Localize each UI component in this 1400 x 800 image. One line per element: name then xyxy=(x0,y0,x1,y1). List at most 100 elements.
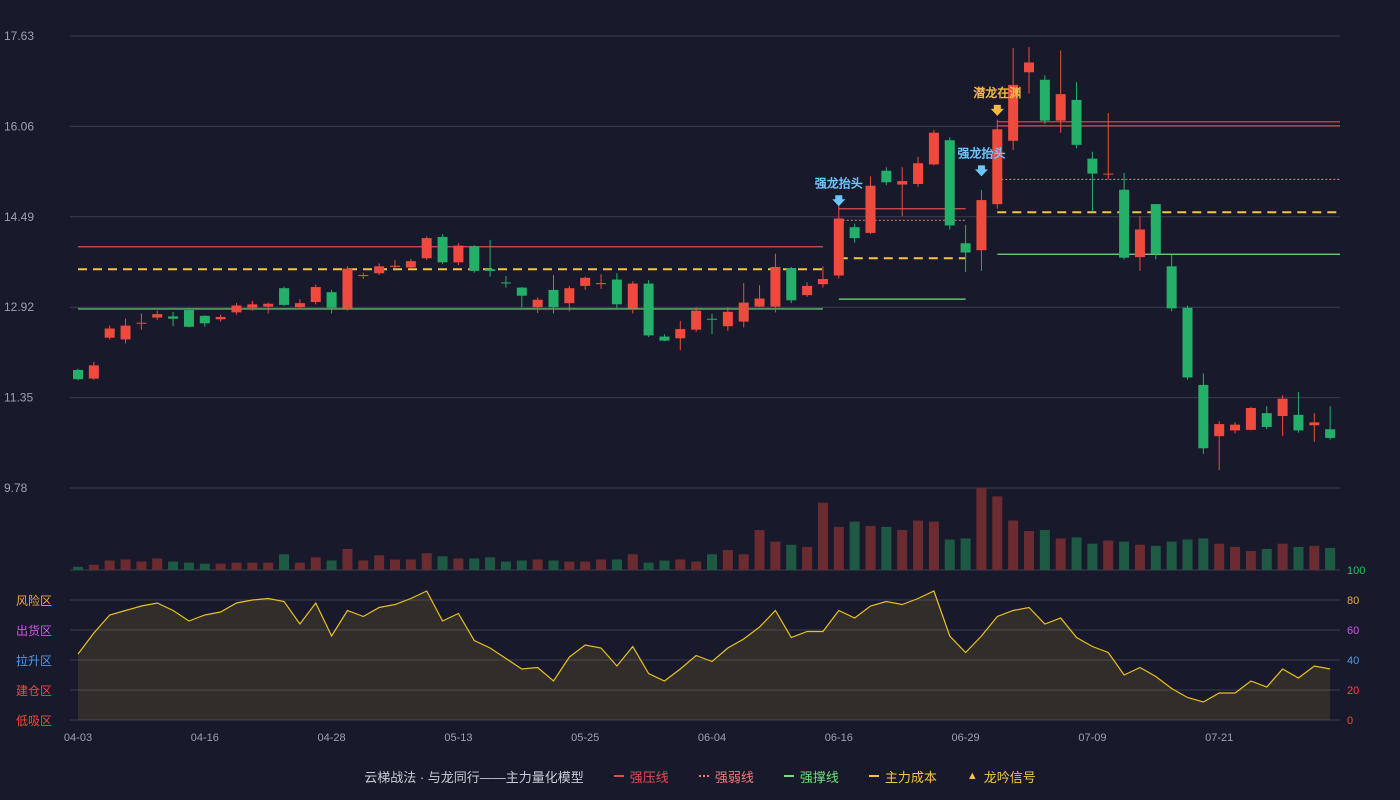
volume-bar xyxy=(390,559,400,570)
legend-item-weak[interactable]: 强弱线 xyxy=(698,767,754,786)
candle-body xyxy=(611,279,622,305)
candle-body xyxy=(326,292,337,308)
price-tick-label: 14.49 xyxy=(4,210,34,224)
candle-body xyxy=(738,302,749,322)
osc-zone-label: 风险区 xyxy=(16,593,52,608)
osc-zone-label: 建仓区 xyxy=(16,684,52,698)
volume-bar xyxy=(738,554,749,570)
candle-body xyxy=(1309,422,1320,426)
volume-bar xyxy=(152,558,163,570)
osc-tick-label: 60 xyxy=(1347,625,1359,637)
volume-bar xyxy=(231,562,242,570)
candle-body xyxy=(707,318,717,320)
candle-body xyxy=(691,310,702,330)
volume-bar xyxy=(532,559,543,570)
candle-body xyxy=(1293,414,1304,431)
candle-body xyxy=(136,322,147,324)
candle-body xyxy=(1119,189,1130,258)
volume-bar xyxy=(1182,539,1193,570)
legend-item-support[interactable]: 强撑线 xyxy=(783,767,839,786)
candle-body xyxy=(1198,384,1209,449)
volume-bar xyxy=(1325,547,1336,570)
candle-body xyxy=(770,266,781,307)
candle-body xyxy=(405,261,416,268)
candle-body xyxy=(1277,398,1288,417)
date-tick-label: 04-28 xyxy=(318,732,346,744)
volume-bar xyxy=(358,560,369,570)
candle-body xyxy=(976,200,987,251)
candle-body xyxy=(928,132,939,165)
candle-body xyxy=(754,298,765,307)
candle-body xyxy=(1150,204,1161,254)
candle-body xyxy=(247,304,258,308)
candle-body xyxy=(390,265,400,267)
volume-bar xyxy=(1134,544,1145,570)
signal-label: 强龙抬头 xyxy=(957,145,1005,160)
candle-body xyxy=(1245,407,1256,430)
volume-bar xyxy=(913,520,924,570)
triangle-icon: ▲ xyxy=(966,770,978,782)
volume-bar xyxy=(215,563,226,570)
candle-body xyxy=(722,311,733,327)
candle-body xyxy=(1024,62,1034,73)
resist-line-icon xyxy=(613,775,624,777)
candle-body xyxy=(580,277,591,286)
price-tick-label: 16.06 xyxy=(4,119,34,133)
volume-bar xyxy=(183,562,194,570)
candle-body xyxy=(1039,79,1050,121)
volume-bar xyxy=(516,560,527,570)
volume-bar xyxy=(611,559,622,570)
volume-bar xyxy=(469,558,480,570)
candle-body xyxy=(913,163,924,184)
volume-bar xyxy=(437,556,448,570)
candle-body xyxy=(1166,266,1177,309)
volume-bar xyxy=(199,563,210,570)
volume-bar xyxy=(1230,546,1241,570)
legend-item-cost[interactable]: 主力成本 xyxy=(868,767,937,786)
date-tick-label: 05-25 xyxy=(571,732,599,744)
volume-bar xyxy=(1245,551,1256,570)
volume-bar xyxy=(136,561,147,570)
volume-bar xyxy=(1309,545,1320,570)
volume-bar xyxy=(279,554,290,570)
candle-body xyxy=(88,365,99,379)
volume-bar xyxy=(73,566,83,570)
volume-bar xyxy=(897,530,908,570)
candle-body xyxy=(1214,424,1225,437)
volume-bar xyxy=(247,562,258,570)
candle-body xyxy=(817,278,828,285)
osc-tick-label: 100 xyxy=(1347,565,1365,577)
volume-bar xyxy=(707,554,717,570)
volume-bar xyxy=(865,525,876,570)
candle-body xyxy=(944,140,955,226)
candle-body xyxy=(199,315,210,324)
volume-bar xyxy=(374,555,385,570)
volume-bar xyxy=(659,560,670,570)
candle-body xyxy=(786,268,797,301)
candle-body xyxy=(263,303,274,307)
volume-bar xyxy=(453,558,464,570)
signal-label: 潜龙在渊 xyxy=(973,85,1021,100)
candle-body xyxy=(627,283,638,309)
volume-bar xyxy=(421,553,432,570)
date-tick-label: 05-13 xyxy=(444,732,472,744)
legend-item-signal[interactable]: ▲ 龙吟信号 xyxy=(966,769,1036,785)
volume-bar xyxy=(1087,543,1098,570)
osc-zone-label: 低吸区 xyxy=(16,714,52,728)
volume-bar xyxy=(405,559,416,570)
candle-body xyxy=(310,287,321,303)
volume-bar xyxy=(326,560,337,570)
volume-bar xyxy=(1119,541,1130,570)
candle-body xyxy=(500,282,511,284)
oscillator-area xyxy=(78,591,1331,720)
osc-tick-label: 0 xyxy=(1347,715,1353,727)
legend-item-resist[interactable]: 强压线 xyxy=(613,767,669,786)
candle-body xyxy=(453,245,464,263)
candle-body xyxy=(1134,229,1145,258)
volume-bar xyxy=(691,561,702,570)
candle-body xyxy=(596,283,607,285)
volume-bar xyxy=(976,488,987,570)
volume-bar xyxy=(500,561,511,570)
candle-body xyxy=(548,289,559,308)
candle-body xyxy=(215,316,226,320)
